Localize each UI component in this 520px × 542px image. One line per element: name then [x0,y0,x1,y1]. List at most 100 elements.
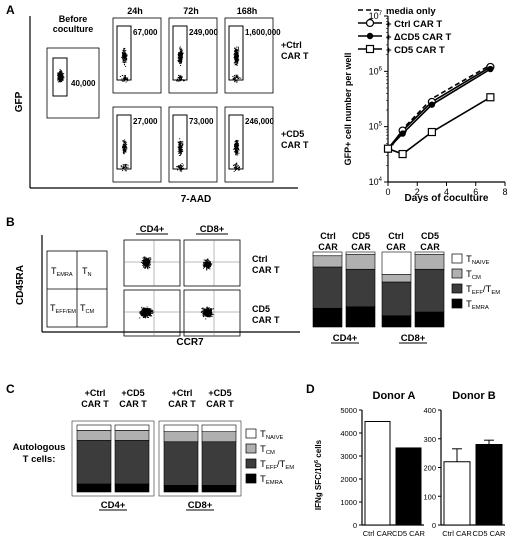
flow-event [140,312,142,314]
flow-event [181,53,183,55]
flow-event [149,257,151,259]
legend-marker [366,32,374,40]
flow-event [125,170,127,172]
flow-event [235,169,237,170]
legend-marker [365,18,375,28]
stacked-segment [414,311,445,328]
flow-event [180,144,182,146]
flow-event [237,54,238,56]
flow-event [124,150,126,152]
flow-event [143,259,145,261]
flow-event [59,76,61,78]
flow-event [236,163,238,165]
flow-event [147,267,148,269]
col-header: CAR T [168,399,196,409]
flow-event [177,147,179,149]
stacked-segment [345,253,376,270]
flow-event [140,314,142,316]
flow-event [211,308,213,310]
legend-label: media only [386,6,436,17]
flow-event [62,79,64,81]
gate [172,25,188,81]
flow-event [212,314,214,316]
flow-event [234,143,236,145]
flow-event [178,80,180,82]
flow-event [178,77,180,79]
stacked-segment [114,483,150,493]
gate [116,25,132,81]
row-label-autologous: Autologous [13,442,66,453]
flow-event [183,80,185,82]
flow-event [233,54,235,56]
quadrant-effem: TEFF/EM [50,303,76,315]
flow-event [148,267,150,269]
flow-event [207,265,208,267]
flow-event [145,265,147,267]
flow-event [122,146,123,148]
flow-event [122,59,124,61]
bar [395,447,422,526]
flow-event [122,80,124,82]
flow-event [207,308,209,310]
flow-event [144,311,145,313]
flow-event [205,262,206,264]
flow-event [234,80,236,82]
flow-event [237,140,239,142]
flow-event [145,260,146,261]
legend-label: TEMRA [260,474,283,486]
flow-event [234,168,236,170]
row-label-cd5: +CD5 [281,129,304,139]
row-label-cd5: CAR T [252,315,280,325]
flow-event [123,165,125,167]
flow-event [58,78,60,80]
flow-event [234,145,236,147]
flow-event [150,312,152,314]
flow-event [182,79,184,81]
flow-event [239,168,241,170]
flow-event [123,146,125,148]
flow-event [144,314,146,315]
flow-event [179,168,181,170]
flow-event [235,52,237,54]
legend-swatch [245,473,257,484]
flow-event [180,52,182,54]
flow-event [203,267,204,269]
flow-event [234,146,236,148]
flow-event [202,307,204,309]
flow-event [122,147,124,149]
flow-event [181,49,182,51]
flow-event [234,60,236,62]
flow-event [233,75,235,76]
flow-event [182,141,184,143]
flow-event [180,145,182,146]
flow-event [235,55,237,57]
flow-event [179,50,181,52]
flow-plot-ctrl [112,17,162,94]
flow-event [125,54,126,56]
flow-event [140,313,142,315]
flow-event [237,148,239,150]
flow-event [209,263,211,264]
flow-event [203,263,205,264]
flow-event [209,315,211,317]
flow-event [181,169,183,171]
flow-event [237,57,239,59]
flow-plot-ctrl [224,17,274,94]
flow-event [125,149,127,151]
flow-event [238,78,240,79]
y-tick-label: 104 [369,177,383,187]
flow-event [235,142,237,144]
flow-event [235,54,237,56]
legend-label: + Ctrl CAR T [386,19,442,30]
flow-event [141,310,143,312]
flow-event [179,148,180,150]
time-header: 72h [183,6,199,16]
stacked-segment [76,430,112,441]
gfp-count-cd5: 27,000 [133,117,158,126]
flow-event [236,74,238,76]
legend-label: TNAIVE [260,429,284,441]
stacked-segment [201,431,237,443]
flow-event [122,53,123,55]
y-tick-label: 400 [423,406,436,415]
